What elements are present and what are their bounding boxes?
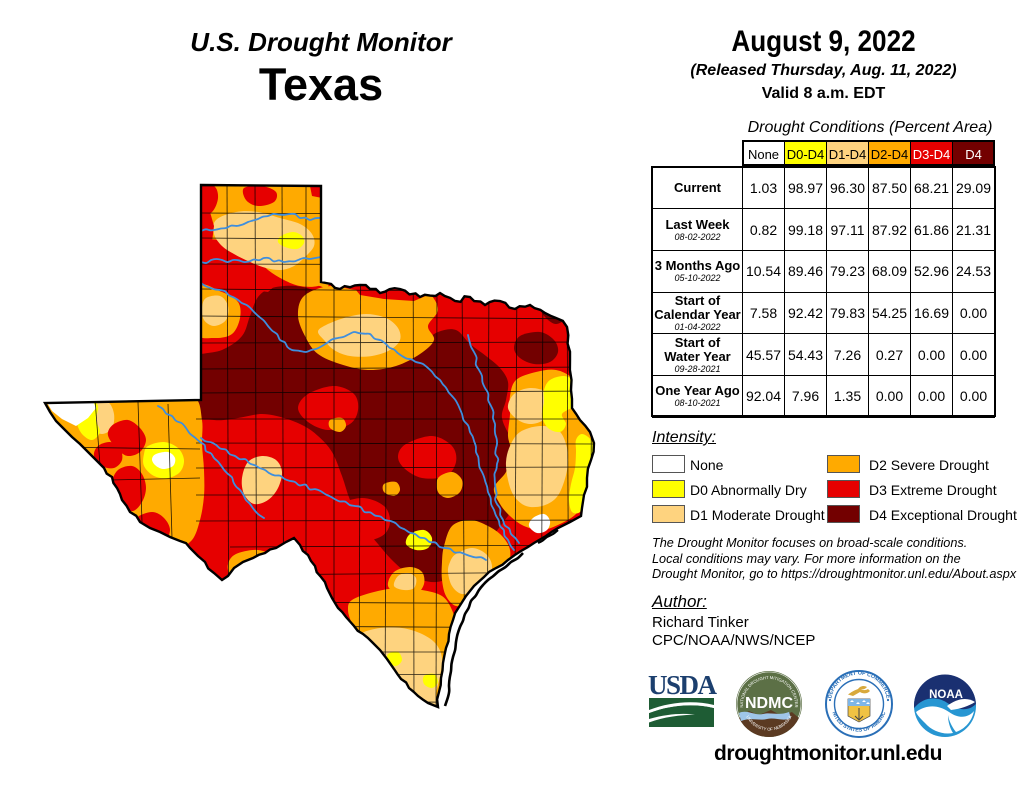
svg-text:NOAA: NOAA [929, 689, 963, 701]
svg-text:NDMC: NDMC [745, 695, 793, 712]
svg-text:USDA: USDA [648, 670, 718, 700]
